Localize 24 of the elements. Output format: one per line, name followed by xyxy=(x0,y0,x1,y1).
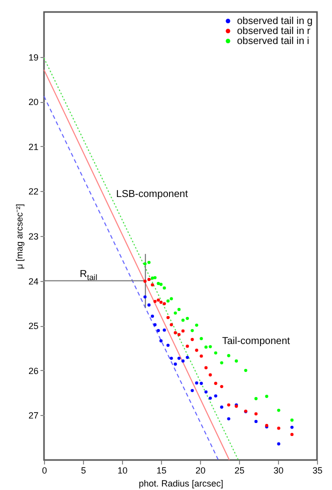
y-tick-label: 23 xyxy=(28,232,38,242)
x-axis-title: phot. Radius [arcsec] xyxy=(138,478,224,488)
x-tick-label: 15 xyxy=(156,466,167,476)
x-tick-label: 5 xyxy=(80,466,86,476)
legend-label: observed tail in r xyxy=(237,26,312,37)
annotation: LSB-component xyxy=(116,189,188,200)
x-tick-label: 25 xyxy=(234,466,245,476)
y-tick-label: 24 xyxy=(28,276,38,286)
x-tick-label: 30 xyxy=(273,466,284,476)
x-tick-label: 0 xyxy=(42,466,48,476)
y-tick-label: 22 xyxy=(28,186,38,197)
x-tick-label: 10 xyxy=(117,466,128,476)
x-tick-label: 35 xyxy=(312,466,323,476)
x-tick-label: 20 xyxy=(195,466,206,476)
y-axis-title: μ [mag arcsec⁻²] xyxy=(14,204,24,270)
y-tick-label: 19 xyxy=(28,52,38,62)
y-tick-label: 27 xyxy=(28,410,38,421)
y-tick-label: 20 xyxy=(28,97,38,108)
y-tick-label: 25 xyxy=(28,321,38,332)
legend-label: observed tail in g xyxy=(237,16,313,27)
y-tick-label: 26 xyxy=(28,366,38,376)
annotation: Tail-component xyxy=(222,336,290,347)
legend-label: observed tail in i xyxy=(237,36,310,47)
y-tick-label: 21 xyxy=(28,142,38,152)
